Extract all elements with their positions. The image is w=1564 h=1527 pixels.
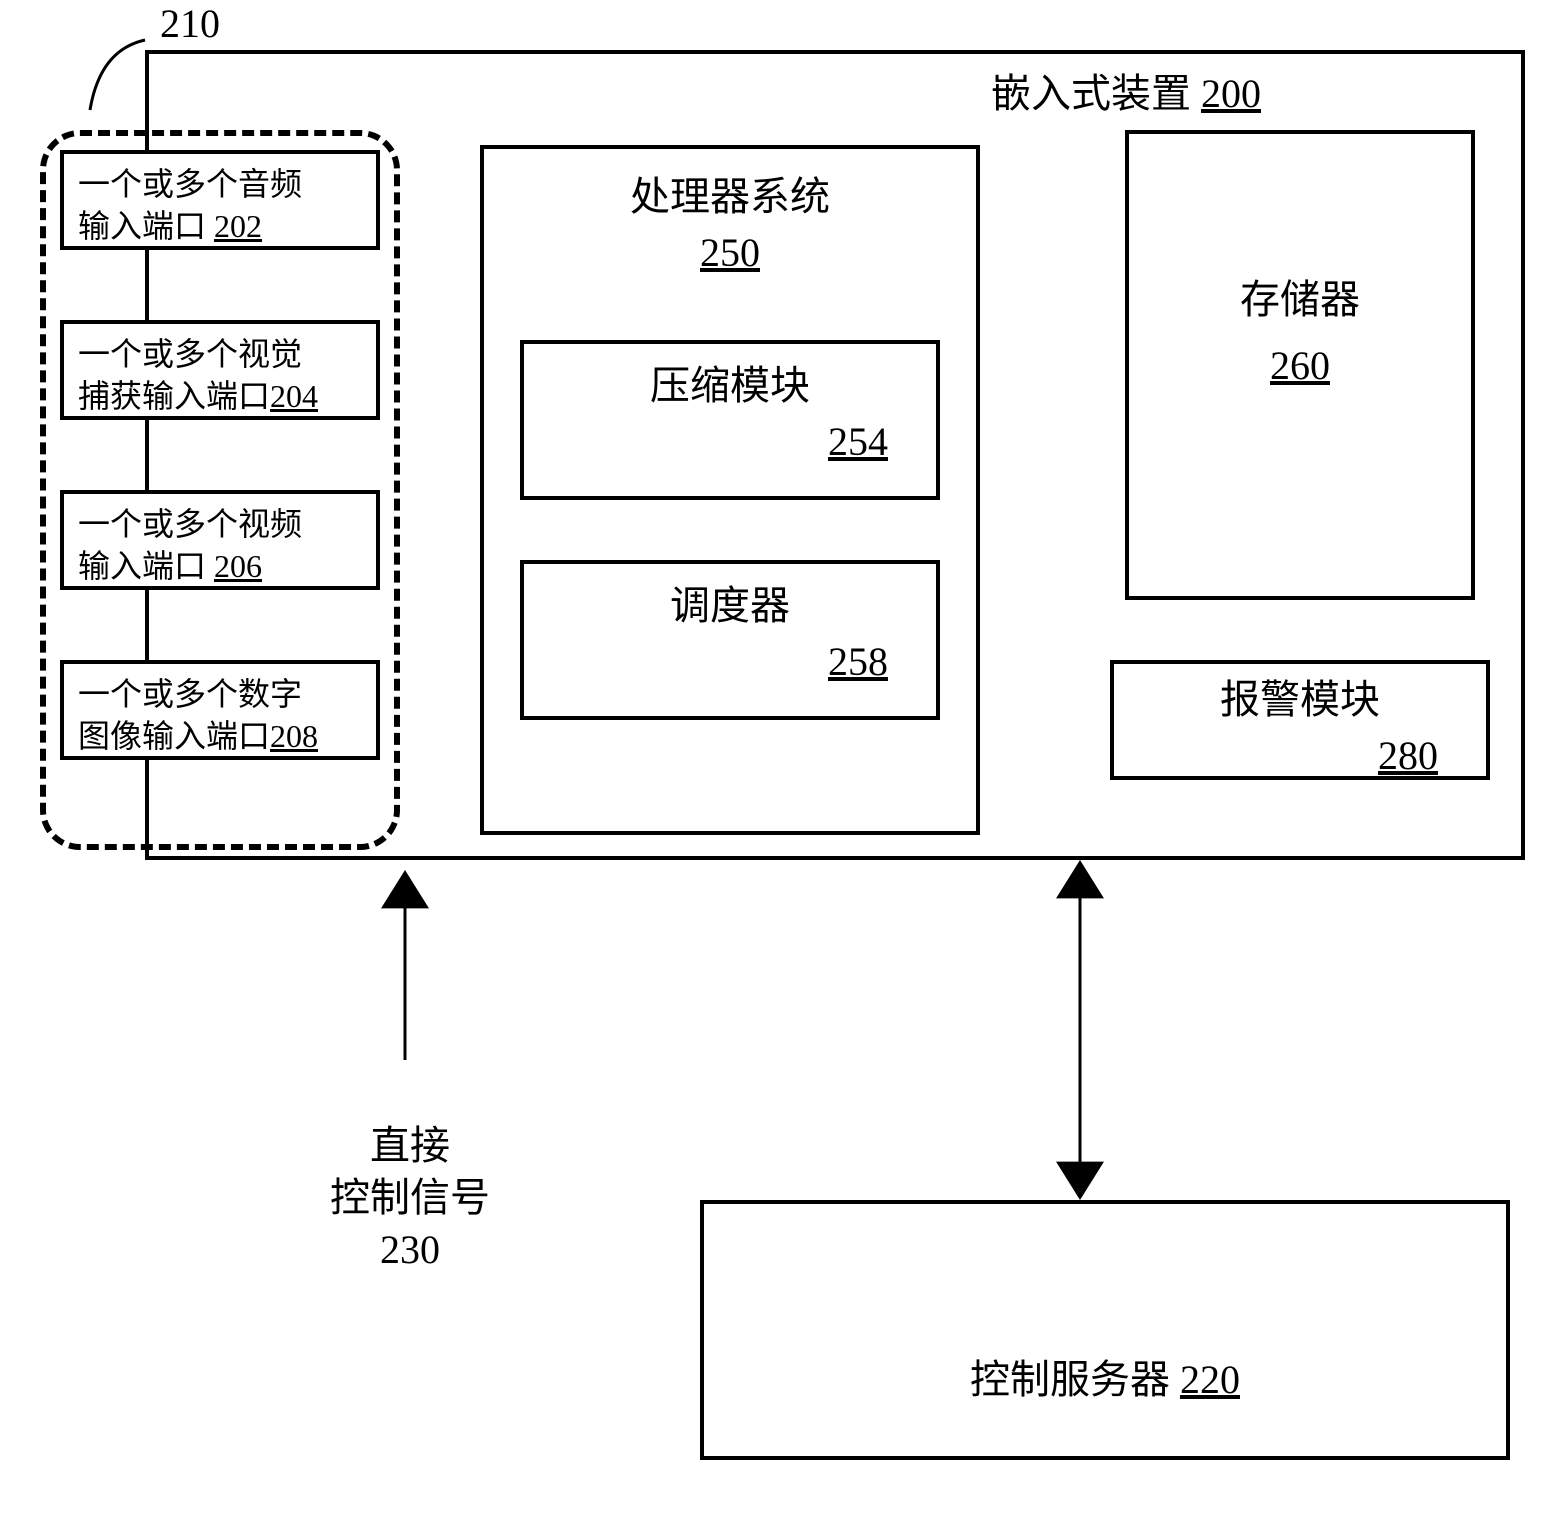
memory-title: 存储器 260 xyxy=(1137,272,1463,394)
scheduler-title: 调度器 258 xyxy=(532,578,928,690)
digital-image-input-port-box: 一个或多个数字 图像输入端口208 xyxy=(60,660,380,760)
port-line2: 捕获输入端口204 xyxy=(78,376,362,418)
compression-module-box: 压缩模块 254 xyxy=(520,340,940,500)
processor-system-title: 处理器系统 250 xyxy=(492,169,968,281)
scheduler-box: 调度器 258 xyxy=(520,560,940,720)
port-line1: 一个或多个数字 xyxy=(78,674,362,716)
embedded-device-title: 嵌入式装置 200 xyxy=(991,66,1261,122)
port-line1: 一个或多个音频 xyxy=(78,164,362,206)
alarm-module-title: 报警模块 280 xyxy=(1122,672,1478,784)
port-line2: 图像输入端口208 xyxy=(78,716,362,758)
alarm-module-box: 报警模块 280 xyxy=(1110,660,1490,780)
ref-210-label: 210 xyxy=(160,0,220,47)
port-line2: 输入端口 206 xyxy=(78,546,362,588)
audio-input-port-box: 一个或多个音频 输入端口 202 xyxy=(60,150,380,250)
port-line1: 一个或多个视频 xyxy=(78,504,362,546)
visual-capture-input-port-box: 一个或多个视觉 捕获输入端口204 xyxy=(60,320,380,420)
port-line2: 输入端口 202 xyxy=(78,206,362,248)
compression-module-title: 压缩模块 254 xyxy=(532,358,928,470)
control-server-title: 控制服务器 220 xyxy=(712,1352,1498,1408)
video-input-port-box: 一个或多个视频 输入端口 206 xyxy=(60,490,380,590)
memory-box: 存储器 260 xyxy=(1125,130,1475,600)
port-line1: 一个或多个视觉 xyxy=(78,334,362,376)
control-server-box: 控制服务器 220 xyxy=(700,1200,1510,1460)
direct-control-signal-label: 直接 控制信号 230 xyxy=(280,1120,540,1276)
embedded-device-diagram: 210 嵌入式装置 200 一个或多个音频 输入端口 202 一个或多个视觉 捕… xyxy=(0,0,1564,1527)
